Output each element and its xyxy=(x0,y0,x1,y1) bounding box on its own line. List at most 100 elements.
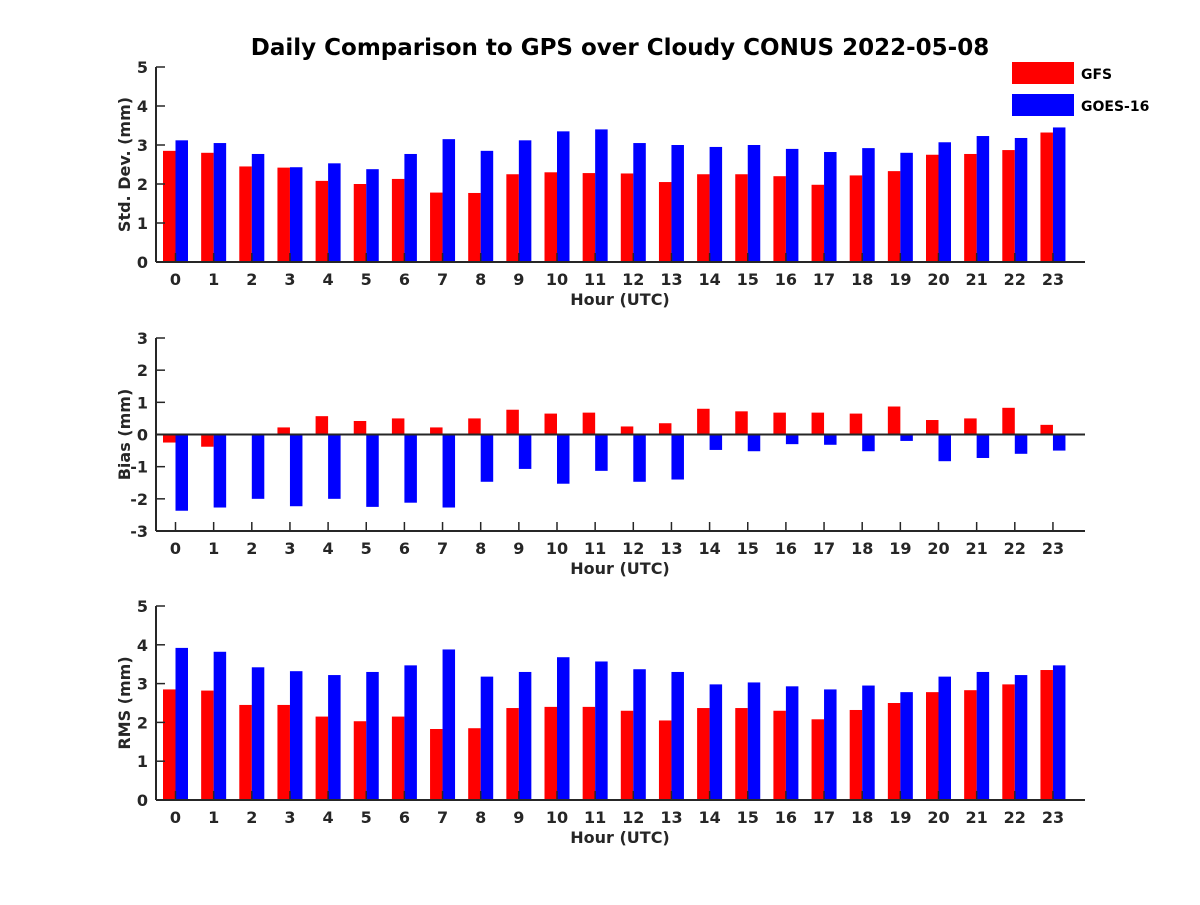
xtick-label-p2-13: 13 xyxy=(660,539,682,558)
ytick-label-p1-1: 1 xyxy=(137,214,148,233)
xtick-label-p3-12: 12 xyxy=(622,808,644,827)
bar-p1-goes16-18 xyxy=(862,148,875,262)
xtick-label-p1-1: 1 xyxy=(208,270,219,289)
xtick-label-p2-17: 17 xyxy=(813,539,835,558)
bar-p1-goes16-2 xyxy=(251,153,265,262)
xtick-label-p1-4: 4 xyxy=(323,270,334,289)
bar-p3-gfs-3 xyxy=(277,704,290,800)
ytick-label-p3-2: 2 xyxy=(137,713,148,732)
bar-p1-gfs-6 xyxy=(391,178,405,262)
bar-p3-gfs-15 xyxy=(735,708,748,800)
bar-p2-gfs-5 xyxy=(353,420,367,435)
legend: GFS GOES-16 xyxy=(1012,62,1149,116)
legend-label-gfs: GFS xyxy=(1081,67,1112,83)
xtick-label-p3-19: 19 xyxy=(889,808,911,827)
bar-p2-gfs-20 xyxy=(926,420,939,435)
bar-p2-gfs-21 xyxy=(964,418,977,435)
bar-p2-goes16-4 xyxy=(328,434,341,499)
bar-p3-gfs-20 xyxy=(926,692,939,800)
bar-p3-goes16-7 xyxy=(442,649,456,800)
xlabel-p3: Hour (UTC) xyxy=(570,828,670,847)
xtick-label-p1-5: 5 xyxy=(361,270,372,289)
bar-p2-goes16-2 xyxy=(251,434,265,499)
xtick-label-p3-18: 18 xyxy=(851,808,873,827)
bar-p3-goes16-20 xyxy=(938,676,951,800)
xtick-label-p3-17: 17 xyxy=(813,808,835,827)
xtick-label-p3-20: 20 xyxy=(927,808,949,827)
bar-p1-goes16-5 xyxy=(366,169,379,262)
bar-p3-goes16-1 xyxy=(213,651,227,800)
bar-p2-goes16-13 xyxy=(671,434,684,480)
bar-p3-goes16-11 xyxy=(595,661,608,800)
bar-p2-goes16-1 xyxy=(213,434,227,508)
ytick-label-p1-2: 2 xyxy=(137,175,148,194)
bar-p3-goes16-23 xyxy=(1052,665,1066,800)
bar-p1-gfs-23 xyxy=(1040,132,1053,262)
bar-p3-goes16-16 xyxy=(785,686,799,800)
ytick-label-p1-0: 0 xyxy=(137,253,148,272)
bar-p2-gfs-0 xyxy=(163,434,176,443)
bar-p1-gfs-3 xyxy=(277,167,290,262)
bar-p1-gfs-9 xyxy=(506,174,519,262)
bar-p2-gfs-8 xyxy=(468,418,481,435)
xtick-label-p3-21: 21 xyxy=(966,808,988,827)
chart-title: Daily Comparison to GPS over Cloudy CONU… xyxy=(251,35,989,61)
bar-p1-goes16-8 xyxy=(480,150,494,262)
bar-p2-gfs-12 xyxy=(620,426,634,435)
xtick-label-p3-1: 1 xyxy=(208,808,219,827)
xtick-label-p2-5: 5 xyxy=(361,539,372,558)
bar-p3-gfs-18 xyxy=(849,709,863,800)
xtick-label-p2-20: 20 xyxy=(927,539,949,558)
xtick-label-p3-13: 13 xyxy=(660,808,682,827)
bar-p1-gfs-4 xyxy=(315,180,329,262)
xtick-label-p3-9: 9 xyxy=(513,808,524,827)
bar-p3-gfs-4 xyxy=(315,716,329,800)
bar-p3-goes16-17 xyxy=(824,689,837,800)
bar-p2-goes16-8 xyxy=(480,434,494,482)
bar-p2-gfs-23 xyxy=(1040,424,1053,435)
bar-p1-goes16-0 xyxy=(175,140,188,262)
xtick-label-p2-3: 3 xyxy=(284,539,295,558)
bar-p3-goes16-19 xyxy=(900,692,913,800)
ytick-label-p3-0: 0 xyxy=(137,791,148,810)
xtick-label-p2-8: 8 xyxy=(475,539,486,558)
xtick-label-p2-2: 2 xyxy=(246,539,257,558)
bar-p2-gfs-17 xyxy=(811,412,825,435)
bar-p2-goes16-14 xyxy=(709,434,723,450)
bar-p3-goes16-2 xyxy=(251,667,265,800)
bar-p3-gfs-8 xyxy=(468,728,481,800)
xtick-label-p2-18: 18 xyxy=(851,539,873,558)
xtick-label-p2-11: 11 xyxy=(584,539,606,558)
ylabel-p3: RMS (mm) xyxy=(115,656,134,749)
bar-p3-goes16-3 xyxy=(289,671,303,800)
bar-p2-goes16-16 xyxy=(785,434,799,445)
xtick-label-p3-8: 8 xyxy=(475,808,486,827)
bar-p2-gfs-9 xyxy=(506,409,519,435)
xtick-label-p2-6: 6 xyxy=(399,539,410,558)
ytick-label-p3-3: 3 xyxy=(137,675,148,694)
ylabel-p1: Std. Dev. (mm) xyxy=(115,97,134,232)
xtick-label-p1-15: 15 xyxy=(737,270,759,289)
xtick-label-p1-21: 21 xyxy=(966,270,988,289)
xtick-label-p2-12: 12 xyxy=(622,539,644,558)
bar-p2-goes16-17 xyxy=(824,434,837,445)
xtick-label-p1-8: 8 xyxy=(475,270,486,289)
bar-p2-gfs-15 xyxy=(735,411,748,435)
bar-p1-goes16-20 xyxy=(938,142,951,262)
bar-p1-gfs-18 xyxy=(849,175,863,262)
xtick-label-p1-6: 6 xyxy=(399,270,410,289)
bar-p2-goes16-15 xyxy=(747,434,761,452)
bar-p1-goes16-23 xyxy=(1052,127,1066,262)
xtick-label-p1-13: 13 xyxy=(660,270,682,289)
bar-p3-goes16-12 xyxy=(633,669,646,800)
ytick-label-p2-1: 1 xyxy=(137,393,148,412)
bar-p3-goes16-18 xyxy=(862,685,875,800)
bar-p2-goes16-22 xyxy=(1014,434,1028,454)
bar-p1-goes16-13 xyxy=(671,145,684,262)
bar-p1-goes16-22 xyxy=(1014,137,1028,262)
bar-p1-goes16-16 xyxy=(785,148,799,262)
xtick-label-p3-3: 3 xyxy=(284,808,295,827)
